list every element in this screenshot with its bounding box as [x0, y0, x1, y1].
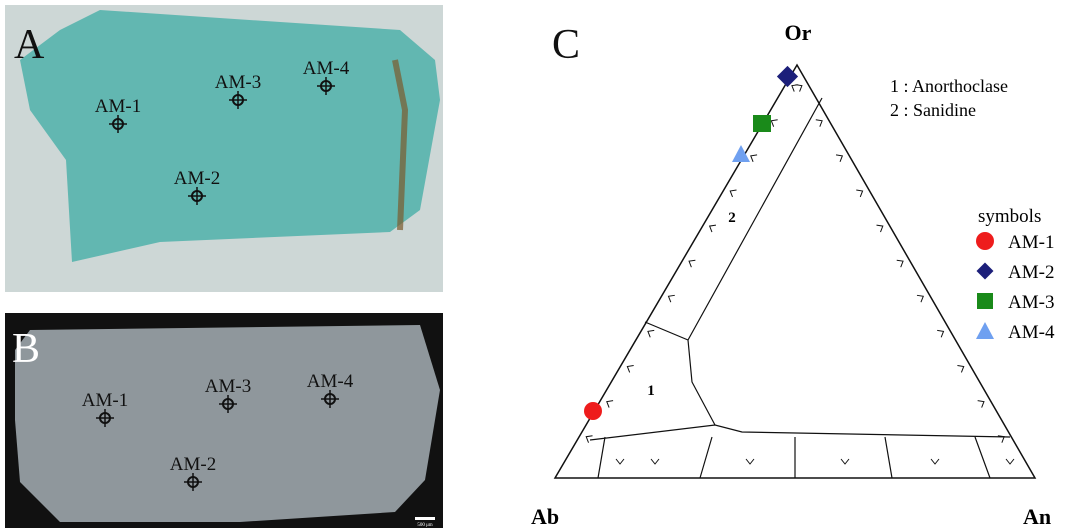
sample-label: AM-4: [307, 371, 354, 392]
legend-text: AM-1: [1008, 232, 1054, 253]
legend-text: 2 : Sanidine: [890, 100, 976, 120]
arrow: [584, 433, 592, 442]
arrow: [790, 82, 798, 91]
arrow: [856, 188, 864, 197]
ternary-frame: [555, 65, 1035, 478]
point-am1: [584, 402, 602, 420]
arrow: [836, 152, 844, 161]
arrow: [978, 398, 986, 407]
legend-text: AM-4: [1008, 322, 1055, 343]
sample-label: AM-1: [95, 96, 141, 117]
panel-label: C: [552, 22, 580, 68]
arrow: [708, 223, 716, 232]
arrow: [998, 433, 1006, 442]
vertex-label: An: [1023, 504, 1051, 529]
arrow: [937, 328, 945, 337]
legend-text: AM-2: [1008, 262, 1054, 283]
arrow: [796, 82, 804, 91]
arrow: [666, 293, 674, 302]
arrow: [746, 459, 754, 464]
sample-label: AM-2: [174, 168, 220, 189]
figure: 500 μm A B AM-1 AM-3 AM-4 AM-2 AM-1 AM-3 AM-4 A…: [0, 0, 1080, 531]
legend-text: AM-3: [1008, 292, 1054, 313]
stone-a: [20, 10, 440, 262]
legend-symbol: [976, 232, 994, 250]
sample-label: AM-3: [205, 376, 251, 397]
point-am3: [753, 115, 771, 132]
arrow: [957, 363, 965, 372]
vertex-label: Or: [785, 20, 812, 45]
scale-label: 500 μm: [417, 523, 432, 528]
field-label: 2: [728, 210, 736, 226]
legend-symbol: [976, 322, 994, 339]
legend-symbol: [977, 293, 993, 309]
arrow: [931, 459, 939, 464]
arrow: [876, 223, 884, 232]
sample-label: AM-3: [215, 72, 261, 93]
vertex-label: Ab: [531, 504, 559, 529]
sample-label: AM-2: [170, 454, 216, 475]
arrow: [749, 152, 757, 161]
legend-text: 1 : Anorthoclase: [890, 76, 1008, 96]
arrow: [646, 328, 654, 337]
panel-label: A: [14, 22, 45, 68]
point-am4: [732, 145, 750, 162]
legend-symbol: [977, 263, 994, 280]
sample-label: AM-1: [82, 390, 128, 411]
arrow: [841, 459, 849, 464]
arrow: [687, 258, 695, 267]
arrow: [616, 459, 624, 464]
arrow: [1006, 459, 1014, 464]
arrow: [816, 117, 824, 126]
arrow: [625, 363, 633, 372]
sample-label: AM-4: [303, 58, 350, 79]
stone-b: [15, 325, 440, 522]
arrow: [651, 459, 659, 464]
arrow: [728, 188, 736, 197]
scale-bar: [415, 517, 435, 520]
arrow: [917, 293, 925, 302]
arrow: [897, 258, 905, 267]
panel-label: B: [12, 326, 40, 372]
arrow: [605, 398, 613, 407]
field-label: 1: [647, 383, 655, 399]
field-boundary: [590, 98, 1010, 478]
legend-title: symbols: [978, 206, 1041, 227]
